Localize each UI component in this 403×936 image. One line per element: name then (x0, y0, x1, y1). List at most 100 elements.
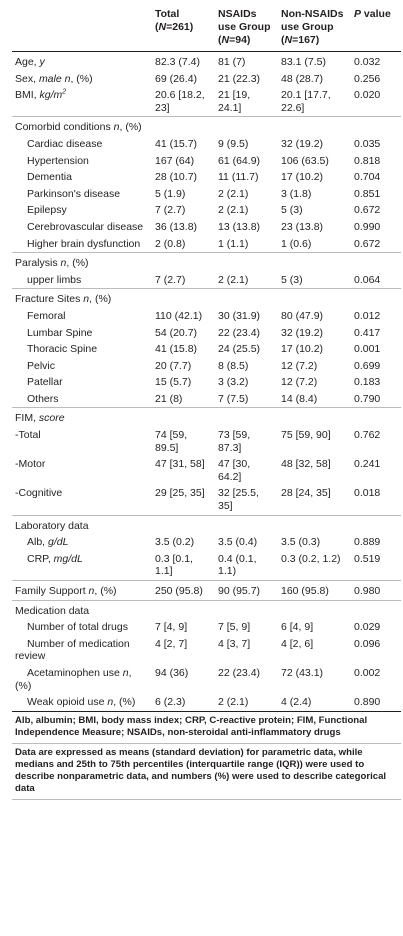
heading-label: Fracture Sites n, (%) (12, 289, 401, 308)
cell: 0.519 (354, 552, 381, 565)
heading-label: Laboratory data (12, 515, 401, 534)
cell: 7 (2.7) (155, 273, 186, 286)
column-header: NSAIDs use Group (N=94) (215, 6, 278, 52)
cell: 0.890 (354, 696, 381, 709)
text-run: n (83, 293, 90, 306)
table-row: Patellar 15 (5.7) 3 (3.2) 12 (7.2) 0.183 (12, 374, 401, 391)
text-run: Number of total drugs (27, 621, 128, 634)
table-row: Dementia 28 (10.7) 11 (11.7) 17 (10.2) 0.704 (12, 169, 401, 186)
text-run: N (221, 34, 230, 46)
cell: 0.3 (0.2, 1.2) (281, 552, 341, 565)
table-row: Sex, male n, (%) 69 (26.4) 21 (22.3) 48 (28… (12, 71, 401, 88)
table-row: Number of medication review 4 [2, 7] 4 [3,… (12, 636, 401, 665)
text-run: Femoral (27, 309, 66, 322)
row-label: Cardiac disease (12, 136, 152, 153)
cell: 73 [59, 87.3] (218, 429, 251, 454)
cell: 0.018 (354, 487, 381, 500)
text-run: mg/dL (53, 552, 83, 565)
text-run: Epilepsy (27, 204, 67, 217)
table-row: -Motor 47 [31, 58] 47 [30, 64.2] 48 [32, 58… (12, 456, 401, 485)
cell: 106 (63.5) (281, 154, 329, 167)
text-run: Paralysis (15, 257, 61, 270)
row-label: Number of total drugs (12, 619, 152, 636)
text-run: Cardiac disease (27, 137, 103, 150)
text-run: -Cognitive (15, 487, 63, 500)
row-label: BMI, kg/m2 (12, 87, 152, 117)
row-label: Patellar (12, 374, 152, 391)
cell: 20 (7.7) (155, 359, 192, 372)
cell: 41 (15.7) (155, 137, 198, 150)
row-label: upper limbs (12, 272, 152, 289)
cell: 5 (3) (281, 204, 303, 217)
cell: 7 (7.5) (218, 392, 249, 405)
cell: 4 [2, 6] (281, 637, 314, 650)
cell: 28 [24, 35] (281, 487, 331, 500)
cell: 0.704 (354, 171, 381, 184)
text-run: , (%) (66, 257, 89, 270)
row-label: Lumbar Spine (12, 325, 152, 342)
text-run: n (122, 666, 129, 679)
text-run: upper limbs (27, 273, 82, 286)
cell: 0.990 (354, 220, 381, 233)
cell: 0.851 (354, 187, 381, 200)
table-row: Acetaminophen use n, (%) 94 (36) 22 (23.4)… (12, 665, 401, 694)
row-label: Number of medication review (12, 636, 152, 665)
cell: 47 [30, 64.2] (218, 458, 251, 483)
cell: 0.096 (354, 637, 381, 650)
cell: 250 (95.8) (155, 585, 203, 597)
text-run: Age, (15, 56, 40, 68)
text-run: Comorbid conditions (15, 121, 114, 134)
cell: 5 (3) (281, 273, 303, 286)
row-label: Alb, g/dL (12, 534, 152, 551)
text-run: BMI, (15, 89, 40, 102)
cell: 9 (9.5) (218, 137, 249, 150)
heading-label: Medication data (12, 600, 401, 619)
section-heading: Medication data (12, 600, 401, 619)
cell: 24 (25.5) (218, 343, 261, 356)
column-header: P value (351, 6, 401, 52)
text-run: 2 (62, 88, 67, 96)
text-run: Hypertension (27, 154, 89, 167)
row-label: Acetaminophen use n, (%) (12, 665, 152, 694)
text-run: n (88, 585, 95, 597)
table-row: Age, y 82.3 (7.4) 81 (7) 83.1 (7.5) 0.032 (12, 52, 401, 71)
text-run: g/dL (48, 536, 69, 549)
cell: 32 [25.5, 35] (218, 487, 259, 513)
heading-label: Comorbid conditions n, (%) (12, 117, 401, 136)
text-run: N (284, 34, 293, 46)
cell: 90 (95.7) (218, 585, 261, 597)
cell: 4 [3, 7] (218, 637, 251, 650)
text-run: Sex, (15, 72, 39, 85)
text-run: =167) (292, 34, 320, 46)
cell: 0.672 (354, 237, 381, 250)
header-row: Total (N=261) NSAIDs use Group (N=94) Non-… (12, 6, 401, 52)
cell: 2 (2.1) (218, 273, 249, 286)
row-label: Sex, male n, (%) (12, 71, 152, 88)
cell: 2 (2.1) (218, 204, 249, 217)
cell: 81 (7) (218, 56, 246, 68)
table-section: Medication data Number of total drugs 7 [4… (12, 600, 401, 712)
section-heading: Fracture Sites n, (%) (12, 289, 401, 308)
table-header: Total (N=261) NSAIDs use Group (N=94) Non-… (12, 6, 401, 52)
cell: 1 (1.1) (218, 237, 249, 250)
section-heading: Paralysis n, (%) (12, 253, 401, 272)
table-row: CRP, mg/dL 0.3 [0.1, 1.1] 0.4 (0.1, 1.1) 0.… (12, 551, 401, 581)
cell: 0.790 (354, 392, 381, 405)
cell: 14 (8.4) (281, 392, 318, 405)
row-label: Age, y (12, 52, 152, 71)
text-run: Cerebrovascular disease (27, 220, 144, 233)
cell: 3.5 (0.3) (281, 536, 321, 549)
text-run: Weak opioid use (27, 696, 108, 709)
header-blank (12, 6, 152, 52)
text-run: Parkinson's disease (27, 187, 121, 200)
row-label: -Motor (12, 456, 152, 485)
row-label: Others (12, 391, 152, 408)
row-label: Pelvic (12, 358, 152, 375)
text-run: Medication data (15, 604, 90, 617)
cell: 0.020 (354, 89, 381, 102)
cell: 0.980 (354, 585, 381, 597)
cell: 32 (19.2) (281, 326, 324, 339)
table-row: Number of total drugs 7 [4, 9] 7 [5, 9] 6 [… (12, 619, 401, 636)
cell: 23 (13.8) (281, 220, 324, 233)
table-row: Epilepsy 7 (2.7) 2 (2.1) 5 (3) 0.672 (12, 202, 401, 219)
